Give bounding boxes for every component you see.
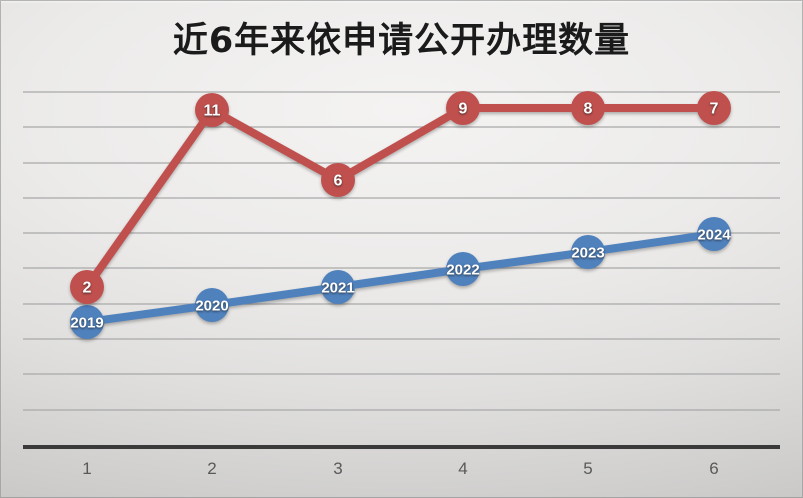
x-tick-label: 2 (207, 459, 216, 478)
data-point-label-red: 9 (459, 100, 468, 117)
data-point-marker-blue (571, 235, 605, 269)
data-point-label-blue: 2021 (321, 279, 354, 296)
data-point-label-red: 11 (204, 102, 221, 119)
chart-title: 近6年来依申请公开办理数量 (172, 21, 631, 61)
series-line-blue (83, 230, 718, 326)
x-tick-label: 1 (82, 459, 91, 478)
data-point-label-blue: 2023 (571, 244, 604, 261)
data-point-marker-red (697, 91, 731, 125)
series-blue: 2019 2020 2021 2022 2023 2024 (70, 217, 731, 339)
data-point-marker-red (321, 163, 355, 197)
data-point-label-blue: 2024 (697, 226, 731, 243)
data-point-label-red: 7 (710, 100, 719, 117)
data-point-marker-blue (195, 288, 229, 322)
data-point-label-blue: 2020 (195, 297, 228, 314)
data-point-marker-blue (70, 305, 104, 339)
data-point-marker-red (571, 91, 605, 125)
x-tick-label: 3 (333, 459, 342, 478)
series-line-red (83, 104, 718, 291)
x-tick-label: 5 (583, 459, 592, 478)
data-point-marker-red (195, 93, 229, 127)
data-point-label-blue: 2022 (446, 261, 479, 278)
data-point-marker-blue (446, 252, 480, 286)
series-red: 2 11 6 9 8 7 (70, 91, 731, 304)
data-point-marker-blue (697, 217, 731, 251)
data-point-marker-blue (321, 270, 355, 304)
data-point-label-red: 6 (334, 172, 343, 189)
data-point-label-red: 2 (83, 279, 92, 296)
data-point-marker-red (70, 270, 104, 304)
data-point-label-red: 8 (584, 100, 593, 117)
x-tick-label: 6 (709, 459, 718, 478)
data-point-label-blue: 2019 (70, 314, 103, 331)
x-tick-label: 4 (458, 459, 467, 478)
data-point-marker-red (446, 91, 480, 125)
